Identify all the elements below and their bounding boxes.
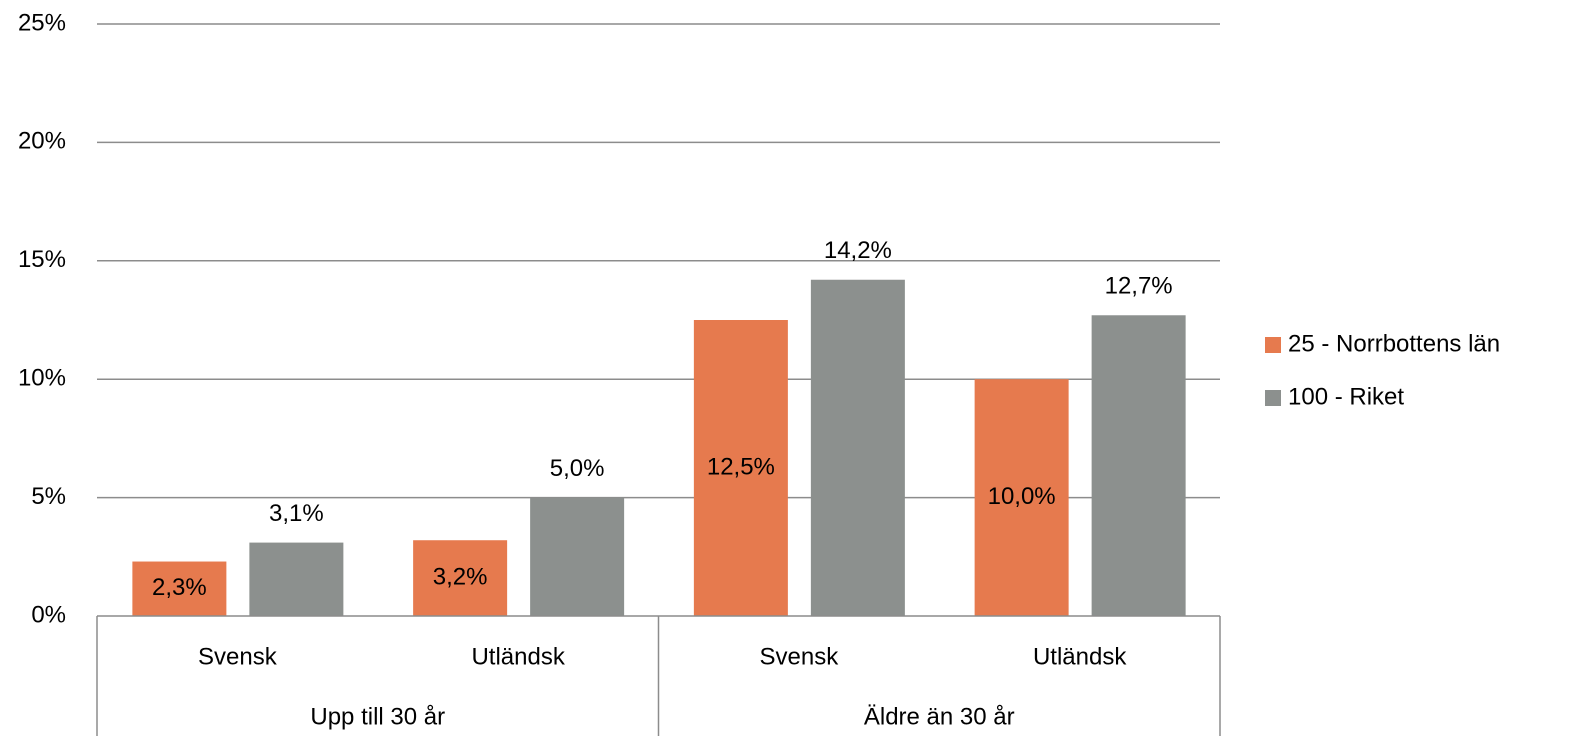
- x-tick-label: Utländsk: [471, 643, 565, 670]
- x-tick-label: Svensk: [760, 643, 840, 670]
- bar: [530, 497, 625, 616]
- bar: [249, 542, 344, 616]
- value-label: 12,7%: [1105, 273, 1173, 300]
- group-label: Äldre än 30 år: [864, 703, 1015, 730]
- legend-swatch: [1265, 337, 1281, 353]
- bar: [132, 561, 227, 616]
- legend-label: 25 - Norrbottens län: [1288, 330, 1500, 357]
- bar: [810, 279, 905, 616]
- value-label: 10,0%: [988, 483, 1056, 510]
- legend-label: 100 - Riket: [1288, 383, 1404, 410]
- y-tick-label: 25%: [18, 9, 66, 36]
- value-label: 12,5%: [707, 453, 775, 480]
- value-label: 14,2%: [824, 237, 892, 264]
- value-label: 2,3%: [152, 574, 207, 601]
- bar: [413, 540, 508, 616]
- value-label: 5,0%: [550, 455, 605, 482]
- y-tick-label: 10%: [18, 365, 66, 392]
- value-label: 3,1%: [269, 500, 324, 527]
- bar: [974, 379, 1069, 616]
- group-label: Upp till 30 år: [310, 703, 445, 730]
- x-tick-label: Utländsk: [1033, 643, 1127, 670]
- bar: [1091, 315, 1186, 616]
- x-tick-label: Svensk: [198, 643, 278, 670]
- value-label: 3,2%: [433, 563, 488, 590]
- y-tick-label: 15%: [18, 246, 66, 273]
- y-tick-label: 5%: [31, 483, 66, 510]
- y-tick-label: 20%: [18, 128, 66, 155]
- bar: [693, 320, 788, 616]
- legend-swatch: [1265, 390, 1281, 406]
- y-tick-label: 0%: [31, 601, 66, 628]
